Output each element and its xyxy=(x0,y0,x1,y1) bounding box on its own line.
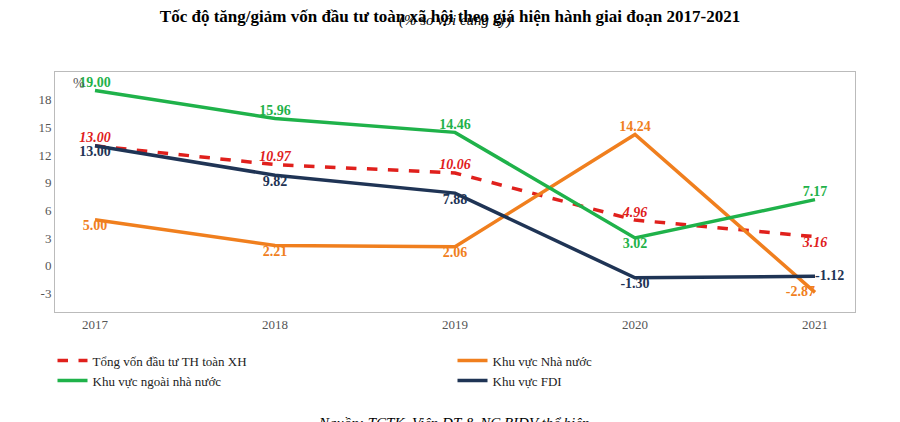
svg-text:12: 12 xyxy=(38,148,51,163)
svg-text:13.00: 13.00 xyxy=(79,130,111,145)
svg-text:2.21: 2.21 xyxy=(263,244,288,259)
svg-text:2021: 2021 xyxy=(802,317,828,332)
svg-text:3: 3 xyxy=(45,231,52,246)
svg-text:7.88: 7.88 xyxy=(443,192,468,207)
svg-text:13.00: 13.00 xyxy=(79,144,111,159)
svg-text:2018: 2018 xyxy=(262,317,288,332)
svg-text:3.02: 3.02 xyxy=(623,236,648,251)
svg-text:-3: -3 xyxy=(41,286,52,301)
svg-text:14.46: 14.46 xyxy=(439,117,471,132)
svg-text:2019: 2019 xyxy=(442,317,468,332)
svg-text:-2.87: -2.87 xyxy=(786,284,815,299)
svg-text:0: 0 xyxy=(45,258,52,273)
svg-text:-1.30: -1.30 xyxy=(620,276,649,291)
svg-text:Khu vực Nhà nước: Khu vực Nhà nước xyxy=(493,354,593,369)
svg-text:9: 9 xyxy=(45,175,52,190)
svg-text:2.06: 2.06 xyxy=(443,245,468,260)
svg-text:(% so với cùng kỳ): (% so với cùng kỳ) xyxy=(399,12,511,29)
svg-text:10.97: 10.97 xyxy=(259,149,292,164)
svg-text:-1.12: -1.12 xyxy=(815,268,844,283)
svg-text:4.96: 4.96 xyxy=(622,205,648,220)
svg-text:Tốc độ tăng/giảm vốn đầu tư to: Tốc độ tăng/giảm vốn đầu tư toàn xã hội … xyxy=(160,7,740,26)
svg-text:Khu vực FDI: Khu vực FDI xyxy=(493,374,562,389)
svg-text:3.16: 3.16 xyxy=(802,235,828,250)
svg-text:9.82: 9.82 xyxy=(263,174,288,189)
svg-text:19.00: 19.00 xyxy=(79,75,111,90)
svg-text:Nguồn: TCTK, Viện ĐT & NC BIDV: Nguồn: TCTK, Viện ĐT & NC BIDV thể hiện. xyxy=(318,415,593,422)
svg-text:2020: 2020 xyxy=(622,317,648,332)
svg-text:Khu vực ngoài nhà nước: Khu vực ngoài nhà nước xyxy=(93,374,222,389)
svg-text:2017: 2017 xyxy=(82,317,109,332)
svg-text:18: 18 xyxy=(38,92,51,107)
svg-text:14.24: 14.24 xyxy=(619,119,651,134)
svg-text:15.96: 15.96 xyxy=(259,103,291,118)
svg-text:6: 6 xyxy=(45,203,52,218)
svg-text:7.17: 7.17 xyxy=(803,184,828,199)
svg-text:10.06: 10.06 xyxy=(439,157,471,172)
svg-text:5.00: 5.00 xyxy=(83,218,108,233)
svg-text:15: 15 xyxy=(38,120,51,135)
svg-text:%: % xyxy=(73,76,85,91)
svg-text:Tổng vốn đầu tư TH toàn XH: Tổng vốn đầu tư TH toàn XH xyxy=(93,354,247,369)
